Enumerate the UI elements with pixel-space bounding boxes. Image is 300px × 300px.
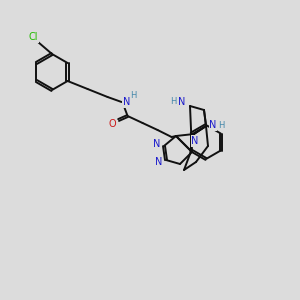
- Text: N: N: [209, 120, 217, 130]
- Text: H: H: [130, 92, 137, 100]
- Text: Cl: Cl: [28, 32, 38, 42]
- Text: N: N: [178, 97, 186, 107]
- Text: O: O: [109, 119, 116, 129]
- Text: N: N: [191, 136, 199, 146]
- Text: N: N: [155, 157, 163, 167]
- Text: N: N: [153, 139, 161, 149]
- Text: H: H: [170, 98, 176, 106]
- Text: H: H: [218, 121, 224, 130]
- Text: N: N: [123, 97, 130, 107]
